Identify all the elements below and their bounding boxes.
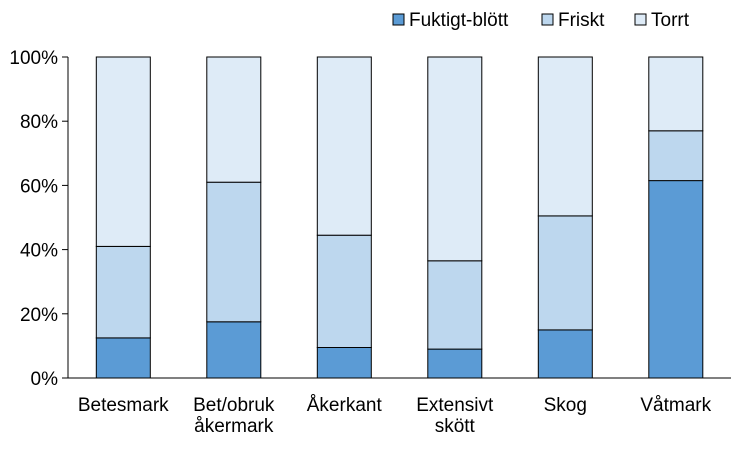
legend-label: Torrt [651,10,690,31]
x-category-label: Våtmark [640,395,711,416]
x-category-label: Åkerkant [307,395,383,416]
bar-segment-4-series-3 [427,56,483,262]
y-tick-label: 100% [9,48,58,69]
legend-swatch [634,13,647,26]
bar-segment-1-series-2 [95,245,151,339]
bar-segment-2-series-3 [206,56,262,183]
y-tick-label: 80% [20,112,58,133]
x-axis-labels: Betesmark Bet/obruk åkermark Åkerkant Extens… [78,395,712,437]
bar-segment-6-series-2 [648,130,704,182]
y-tick-label: 0% [31,369,59,390]
bar-segment-4-series-1 [427,348,483,379]
bar-segment-5-series-2 [537,215,593,331]
bar-segment-6-series-1 [648,180,704,379]
x-category-label: Skog [544,395,587,416]
y-tick-label: 60% [20,176,58,197]
bar-segment-5-series-3 [537,56,593,217]
legend-swatch [392,13,405,26]
bar-segment-3-series-2 [316,234,372,348]
bar-segment-2-series-2 [206,181,262,323]
bar-segment-3-series-1 [316,347,372,379]
y-tick-label: 20% [20,305,58,326]
bar-segment-1-series-3 [95,56,151,247]
bar-segment-3-series-3 [316,56,372,236]
legend-label: Fuktigt-blött [409,10,509,31]
legend: Fuktigt-blött Friskt Torrt [392,10,690,31]
y-axis-ticks: 0% 20% 40% 60% 80% 100% [9,48,68,390]
x-category-label: Extensivt skött [416,395,494,437]
x-category-label: Bet/obruk åkermark [193,395,275,437]
bar-segment-4-series-2 [427,260,483,350]
bar-segment-5-series-1 [537,329,593,379]
legend-label: Friskt [558,10,605,31]
bar-segment-6-series-3 [648,56,704,132]
bar-segment-1-series-1 [95,337,151,379]
x-category-label: Betesmark [78,395,169,416]
bar-segment-2-series-1 [206,321,262,379]
y-tick-label: 40% [20,241,58,262]
axes [67,57,731,379]
bars [95,56,704,379]
legend-swatch [541,13,554,26]
